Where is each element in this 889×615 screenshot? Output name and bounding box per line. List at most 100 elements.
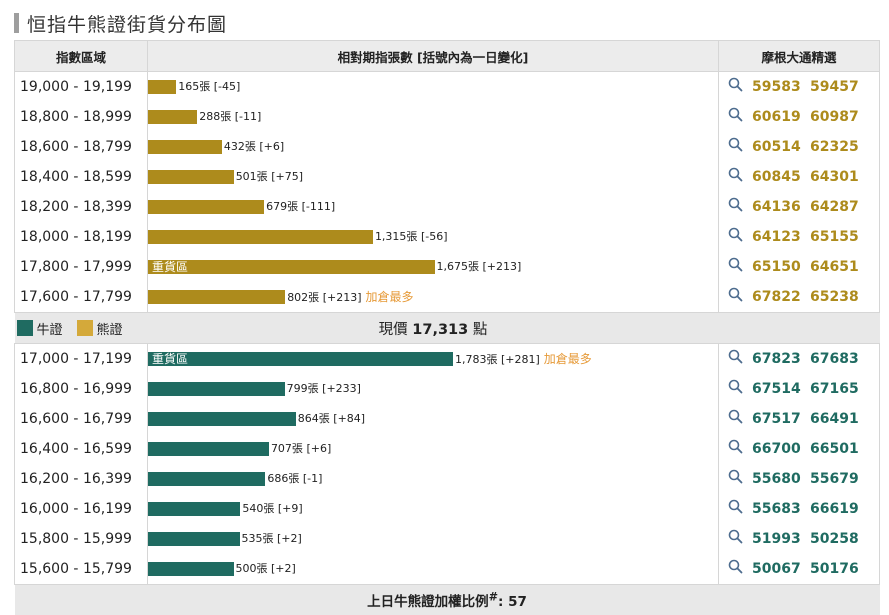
search-icon[interactable] [728,137,743,152]
search-icon[interactable] [728,379,743,394]
bar-change-label: [+2] [271,562,296,575]
warrant-code-link[interactable]: 55679 [810,471,859,487]
table-header: 指數區域 相對期指張數 [括號內為一日變化] 摩根大通精選 [15,41,880,72]
search-icon[interactable] [728,349,743,364]
bar-value-label: 540張 [242,502,274,515]
search-icon[interactable] [728,77,743,92]
search-icon[interactable] [728,469,743,484]
warrant-code-link[interactable]: 65155 [810,229,859,245]
bull-bar-label: 799張 [+233] [287,381,361,397]
bar-change-label: [-1] [303,472,323,485]
bull-bar-label: 864張 [+84] [298,411,365,427]
warrant-code-link[interactable]: 51993 [752,531,801,547]
bear-bar-label: 1,315張 [-56] [375,229,448,245]
footer-row: 上日牛熊證加權比例#: 57 [15,585,880,615]
bull-bar-label: 540張 [+9] [242,501,302,517]
bull-picks: 66700 66501 [719,434,880,464]
bear-picks: 60619 60987 [719,102,880,132]
weighted-ratio-sep: : [498,594,503,610]
search-icon[interactable] [728,409,743,424]
bar-change-label: [-11] [235,110,262,123]
bear-bar-cell: 288張 [-11] [148,102,719,132]
warrant-code-link[interactable]: 50258 [810,531,859,547]
warrant-code-link[interactable]: 60514 [752,139,801,155]
bar-change-label: [+2] [277,532,302,545]
current-price: 現價 17,313 點 [148,313,719,344]
warrant-code-link[interactable]: 60987 [810,109,859,125]
bear-bar-label: 1,675張 [+213] [437,259,522,275]
bear-bar-cell: 501張 [+75] [148,162,719,192]
bar-value-label: 679張 [266,200,298,213]
warrant-code-link[interactable]: 59457 [810,79,859,95]
bull-bar [148,562,234,576]
search-icon[interactable] [728,197,743,212]
search-icon[interactable] [728,227,743,242]
warrant-code-link[interactable]: 60619 [752,109,801,125]
bull-bar [148,472,265,486]
search-icon[interactable] [728,107,743,122]
warrant-code-link[interactable]: 64123 [752,229,801,245]
warrant-code-link[interactable]: 67165 [810,381,859,397]
bull-range-label: 16,200 - 16,399 [15,464,148,494]
warrant-code-link[interactable]: 66619 [810,501,859,517]
price-row: 牛證 熊證 現價 17,313 點 [15,313,880,344]
heavy-zone-label: 重貨區 [152,260,188,274]
bull-bar-cell: 799張 [+233] [148,374,719,404]
bear-picks: 65150 64651 [719,252,880,282]
bull-bar-label: 500張 [+2] [236,561,296,577]
search-icon[interactable] [728,439,743,454]
warrant-code-link[interactable]: 64287 [810,199,859,215]
warrant-code-link[interactable]: 64136 [752,199,801,215]
search-icon[interactable] [728,499,743,514]
warrant-code-link[interactable]: 67683 [810,351,859,367]
bear-bar [148,230,373,244]
search-icon[interactable] [728,257,743,272]
warrant-code-link[interactable]: 50176 [810,561,859,577]
search-icon[interactable] [728,167,743,182]
search-icon[interactable] [728,287,743,302]
bull-bar-cell: 540張 [+9] [148,494,719,524]
warrant-code-link[interactable]: 50067 [752,561,801,577]
page-title: 恒指牛熊證街貨分布圖 [27,10,227,37]
warrant-code-link[interactable]: 67822 [752,289,801,305]
bull-bar [148,412,296,426]
bear-bar-label: 501張 [+75] [236,169,303,185]
bull-picks: 51993 50258 [719,524,880,554]
warrant-code-link[interactable]: 55683 [752,501,801,517]
bar-value-label: 1,315張 [375,230,418,243]
bear-bar-label: 432張 [+6] [224,139,284,155]
warrant-code-link[interactable]: 66491 [810,411,859,427]
warrant-code-link[interactable]: 65150 [752,259,801,275]
bull-bar-label: 535張 [+2] [242,531,302,547]
bull-range-label: 15,600 - 15,799 [15,554,148,585]
warrant-code-link[interactable]: 67514 [752,381,801,397]
warrant-code-link[interactable]: 67823 [752,351,801,367]
search-icon[interactable] [728,529,743,544]
bar-value-label: 1,783張 [455,353,498,366]
warrant-code-link[interactable]: 67517 [752,411,801,427]
bull-range-label: 16,600 - 16,799 [15,404,148,434]
title-accent-bar [14,13,19,33]
bar-value-label: 535張 [242,532,274,545]
warrant-code-link[interactable]: 65238 [810,289,859,305]
bar-change-label: [+9] [278,502,303,515]
bar-change-label: [+6] [259,140,284,153]
warrant-code-link[interactable]: 64651 [810,259,859,275]
heavy-zone-label: 重貨區 [152,352,188,366]
warrant-code-link[interactable]: 55680 [752,471,801,487]
bear-bar-cell: 432張 [+6] [148,132,719,162]
warrant-code-link[interactable]: 64301 [810,169,859,185]
warrant-code-link[interactable]: 66700 [752,441,801,457]
search-icon[interactable] [728,559,743,574]
warrant-code-link[interactable]: 66501 [810,441,859,457]
warrant-code-link[interactable]: 60845 [752,169,801,185]
bull-range-label: 16,000 - 16,199 [15,494,148,524]
warrant-code-link[interactable]: 59583 [752,79,801,95]
bar-value-label: 432張 [224,140,256,153]
bear-bar: 重貨區 [148,260,435,274]
warrant-code-link[interactable]: 62325 [810,139,859,155]
